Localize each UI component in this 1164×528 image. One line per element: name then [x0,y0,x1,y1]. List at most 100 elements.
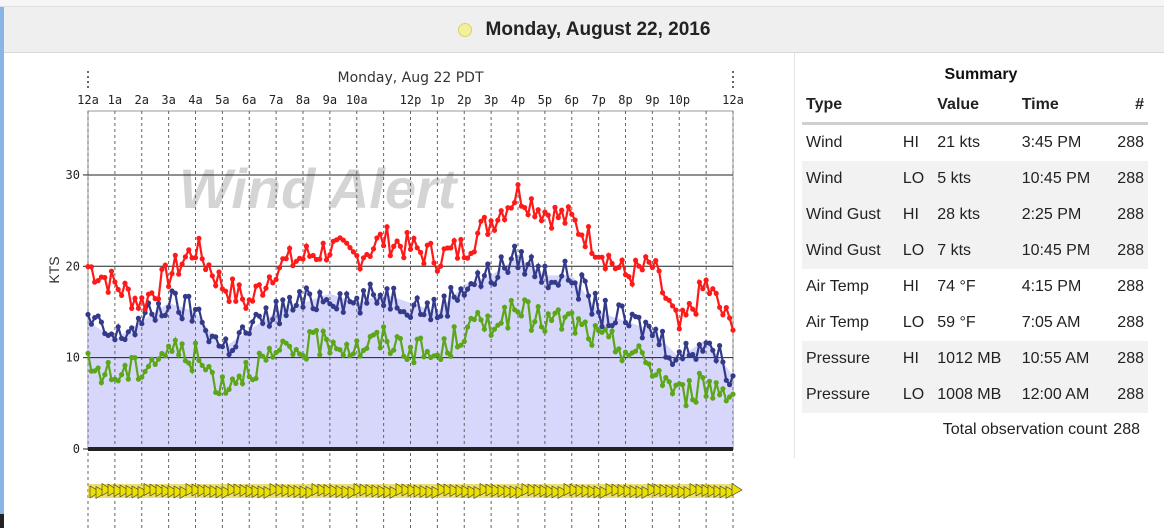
series-point [354,253,360,259]
series-point [394,238,400,244]
series-point [236,373,242,379]
wind-direction-arrow [677,485,689,499]
series-point [431,296,437,302]
x-tick-label: 9a [323,93,337,107]
wind-direction-arrow [185,482,197,497]
series-point [730,373,736,379]
wind-direction-arrow [623,484,635,498]
series-point [206,262,212,268]
series-point [233,380,239,386]
series-point [579,232,585,238]
wind-direction-arrow [275,483,287,497]
series-point [155,356,162,362]
wind-direction-arrow [569,483,581,497]
series-point [528,254,535,260]
series-point [622,349,629,355]
series-point [619,257,625,263]
x-tick-label: 5p [538,93,552,107]
wind-direction-arrow [425,485,437,499]
series-point [149,290,155,296]
wind-direction-arrow [593,485,605,499]
chart-title: Monday, Aug 22 PDT [338,70,484,86]
wind-direction-arrow [581,484,593,498]
series-point [562,220,568,226]
series-point [454,297,461,303]
series-point [199,362,205,368]
wind-direction-arrow [467,485,479,499]
series-point [166,343,172,349]
wind-direction-arrow [545,484,557,499]
series-point [119,372,125,378]
series-point [717,343,723,349]
cell-value: 7 kts [933,233,1018,269]
series-point [575,316,582,322]
wind-direction-arrow [203,484,215,498]
series-point [404,356,410,362]
x-tick-label: 2p [457,93,471,107]
series-point [303,356,309,362]
cell-count: 288 [1107,161,1148,197]
wind-direction-arrow [257,485,269,499]
wind-direction-arrow [611,483,623,497]
series-point [582,278,588,284]
series-point [283,312,289,319]
series-point [135,305,141,311]
series-point [186,293,192,299]
wind-direction-arrow [455,484,467,498]
series-point [438,356,444,362]
col-value: Value [933,88,1018,125]
cell-hi-lo: HI [898,341,934,377]
x-tick-label: 10p [668,93,690,107]
x-tick-label: 6a [242,93,256,107]
series-point [203,367,209,373]
series-point [357,266,363,272]
y-axis-label: KTS [46,256,62,283]
series-point [592,290,598,296]
series-point [203,266,209,273]
series-point [317,289,323,295]
series-point [129,325,135,331]
cell-count: 288 [1107,197,1148,233]
series-point [381,302,387,309]
series-point [354,295,360,301]
series-point [559,326,565,332]
wind-direction-arrow [293,484,305,499]
cell-hi-lo: LO [898,161,934,197]
wind-direction-arrow [485,483,497,497]
series-point [475,270,481,276]
series-point [263,285,269,291]
series-point [535,263,541,269]
series-point [125,329,131,335]
wind-direction-arrow [575,483,587,498]
wind-direction-arrow [245,484,257,498]
wind-direction-arrow [395,482,407,497]
wind-direction-arrow [437,482,449,497]
summary-row: Air Temp HI 74 °F 4:15 PM 288 [802,269,1148,305]
wind-direction-arrow [731,482,743,497]
series-point [186,360,192,366]
series-point [391,285,397,291]
series-point [599,323,605,330]
series-point [727,315,733,321]
series-point [616,346,622,352]
series-point [360,255,367,261]
wind-direction-arrow [143,482,155,497]
series-point [139,295,145,301]
series-point [260,292,266,298]
series-point [596,309,602,315]
series-point [622,319,629,326]
series-point [270,354,276,360]
series-point [706,290,713,297]
series-point [585,336,592,342]
wind-direction-arrow [563,482,575,497]
series-point [676,326,682,332]
series-point [179,316,185,322]
series-point [246,331,252,337]
series-point [166,283,172,290]
series-point [643,319,649,325]
y-tick-label: 10 [66,351,80,365]
series-point [515,309,521,315]
wind-direction-arrow [683,485,695,500]
series-point [441,336,447,342]
series-point [545,285,551,291]
